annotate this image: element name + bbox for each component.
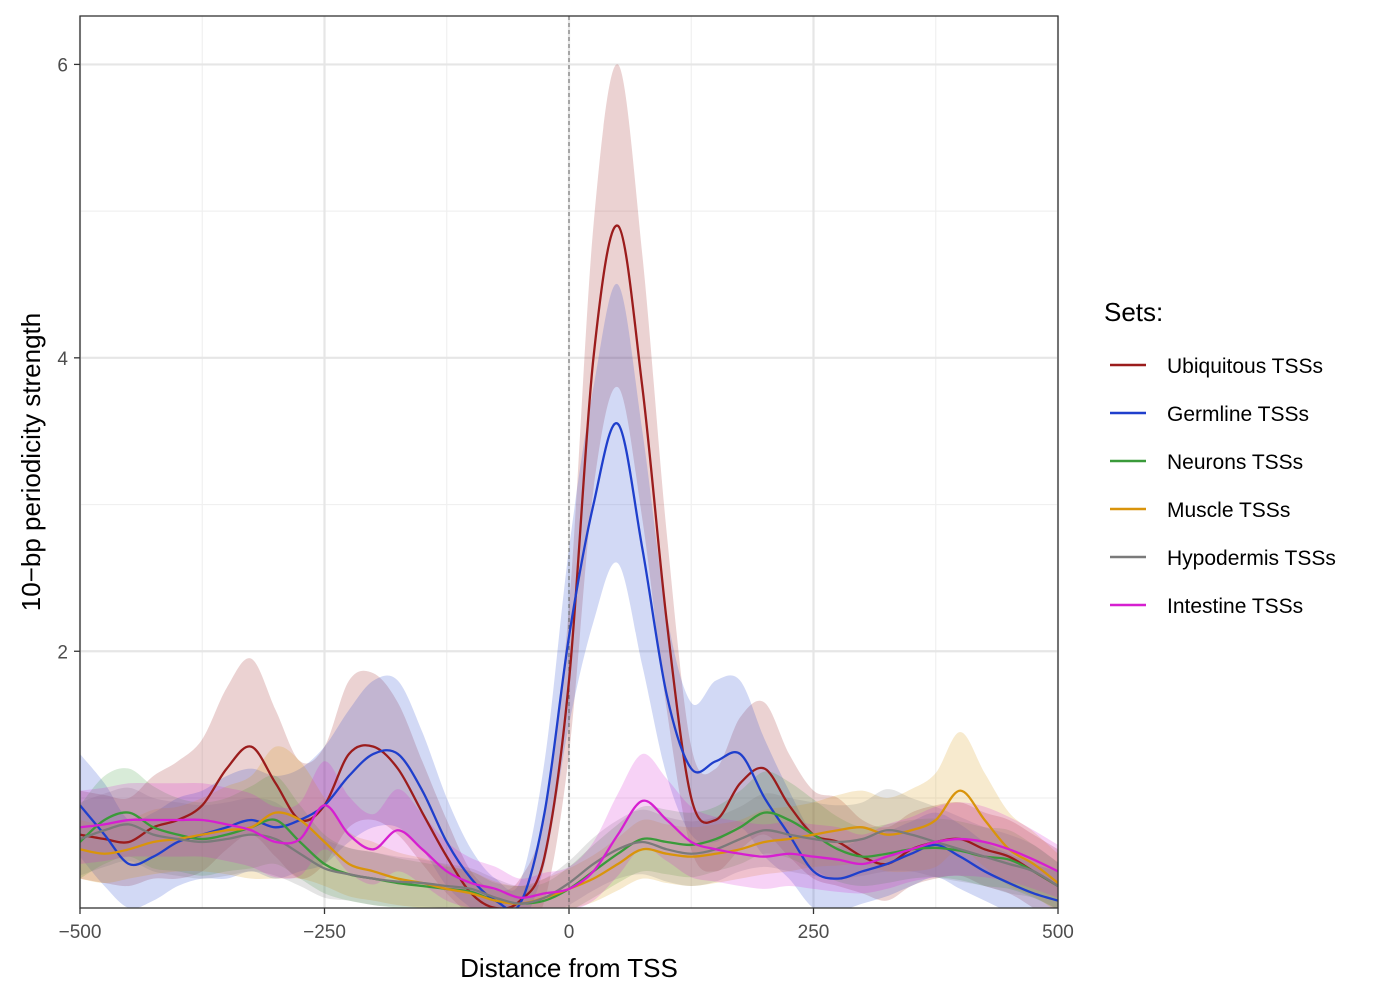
x-axis: −500 −250 0 250 500 <box>59 908 1074 943</box>
band-6 <box>80 753 1058 908</box>
legend-label-3: Neurons TSSs <box>1167 451 1303 474</box>
x-tick-label: 0 <box>564 922 575 943</box>
legend-label-5: Hypodermis TSSs <box>1167 547 1336 570</box>
legend-label-1: Ubiquitous TSSs <box>1167 355 1323 378</box>
legend-title: Sets: <box>1104 297 1163 327</box>
legend: Sets: Ubiquitous TSSs Germline TSSs Neuron… <box>1104 297 1336 618</box>
x-tick-label: 500 <box>1042 922 1074 943</box>
x-tick-label: 250 <box>798 922 830 943</box>
legend-label-2: Germline TSSs <box>1167 403 1309 426</box>
x-tick-label: −500 <box>59 922 102 943</box>
series-line-2 <box>80 422 1058 908</box>
y-axis: 2 4 6 <box>57 55 80 663</box>
band-5 <box>80 787 1058 908</box>
band-3 <box>80 768 1058 908</box>
y-tick-label: 4 <box>57 349 68 370</box>
legend-label-6: Intestine TSSs <box>1167 595 1303 618</box>
series-line-5 <box>80 823 1058 905</box>
series-lines <box>80 224 1058 908</box>
x-axis-title: Distance from TSS <box>460 953 678 983</box>
series-line-6 <box>80 799 1058 899</box>
x-tick-label: −250 <box>303 922 346 943</box>
series-line-1 <box>80 224 1058 908</box>
y-tick-label: 6 <box>57 55 68 76</box>
band-2 <box>80 284 1058 908</box>
y-axis-title: 10−bp periodicity strength <box>16 313 46 611</box>
y-tick-label: 2 <box>57 642 68 663</box>
legend-label-4: Muscle TSSs <box>1167 499 1290 522</box>
